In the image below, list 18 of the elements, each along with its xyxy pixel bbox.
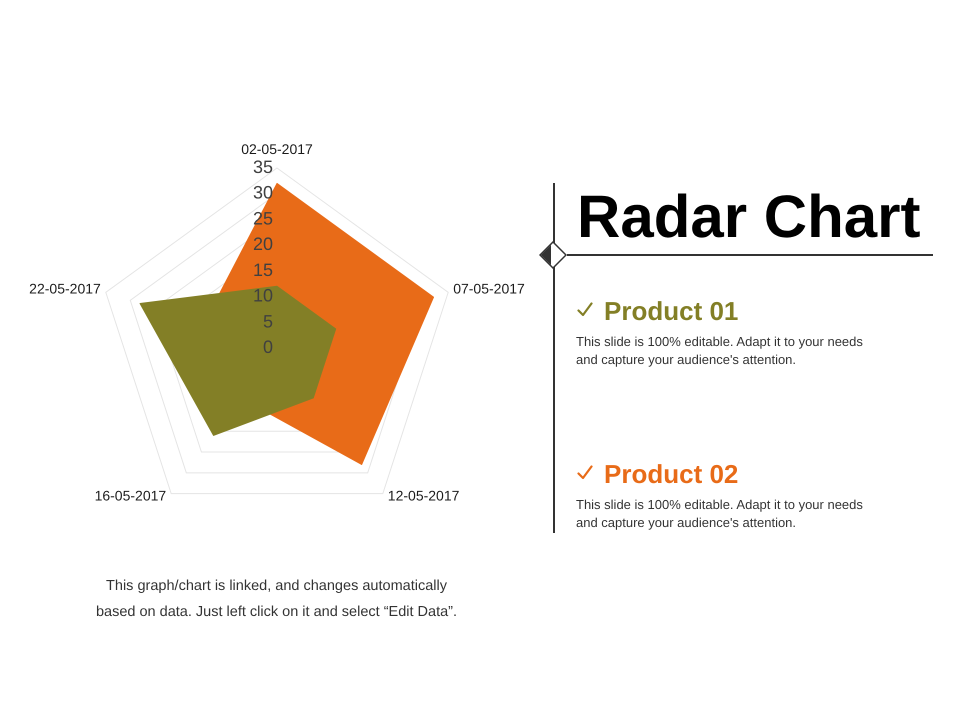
text: Radar Chart bbox=[577, 183, 920, 250]
spoke-label: 16-05-2017 bbox=[94, 488, 166, 504]
y-tick-label: 20 bbox=[252, 234, 273, 254]
text: This graph/chart is linked, and changes automatically based on data. Just left click on it and select “Edit Data”. bbox=[94, 577, 458, 622]
spoke-label: 07-05-2017 bbox=[453, 280, 526, 296]
spoke-label: 12-05-2017 bbox=[388, 488, 460, 504]
y-tick-label: 15 bbox=[252, 260, 273, 280]
spoke-label: 02-05-2017 bbox=[241, 141, 314, 157]
y-tick-label: 30 bbox=[252, 182, 273, 203]
y-tick-label: 35 bbox=[252, 157, 273, 177]
legend-label: Product 01 bbox=[604, 296, 738, 326]
y-tick-label: 10 bbox=[252, 286, 273, 306]
text: This slide is 100% editable. Adapt it to your needs and capture your audience's attention. bbox=[576, 333, 864, 369]
y-tick-label: 0 bbox=[262, 337, 273, 357]
spoke-label: 22-05-2017 bbox=[29, 280, 102, 296]
legend-label: Product 02 bbox=[604, 459, 738, 489]
text: This slide is 100% editable. Adapt it to your needs and capture your audience's attention. bbox=[576, 496, 864, 532]
y-tick-label: 5 bbox=[262, 311, 273, 332]
